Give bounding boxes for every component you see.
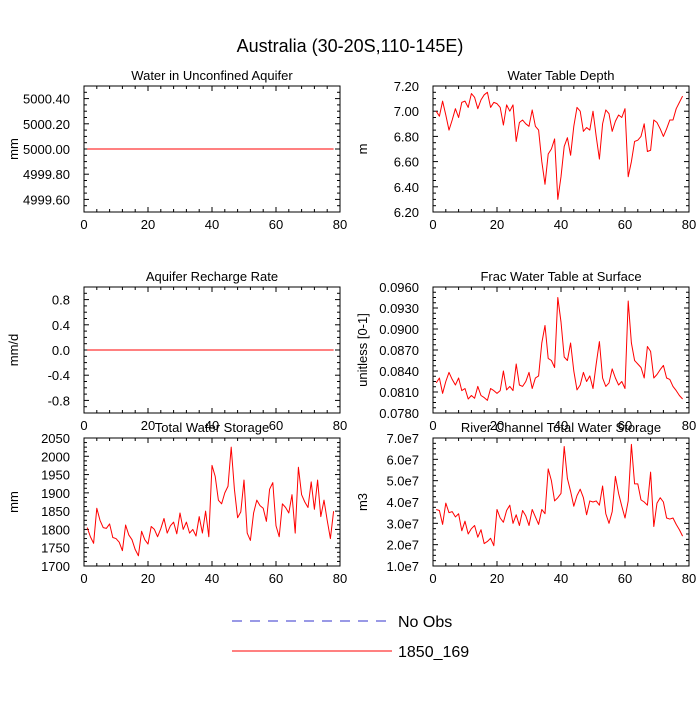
panel-title: Water Table Depth xyxy=(508,68,615,83)
y-tick-label: 0.0840 xyxy=(379,364,419,379)
y-tick-label: 4999.60 xyxy=(23,192,70,207)
y-tick-label: 0.0870 xyxy=(379,343,419,358)
panel-water-table-depth: Water Table Depth 0 20 40 60 80 6.20 6.40 6.60 6.… xyxy=(355,68,696,232)
y-axis-label: unitless [0-1] xyxy=(355,313,370,387)
x-tick-label: 40 xyxy=(554,418,568,433)
series-line-1850-169 xyxy=(436,443,684,547)
y-tick-label: 1850 xyxy=(41,504,70,519)
x-tick-label: 20 xyxy=(141,217,155,232)
series-line-1850-169 xyxy=(86,446,335,557)
legend-label-1850-169: 1850_169 xyxy=(398,644,469,661)
x-tick-label: 40 xyxy=(205,217,219,232)
y-tick-label: 6.60 xyxy=(394,155,419,170)
x-tick-label: 40 xyxy=(205,418,219,433)
y-axis-label: m3 xyxy=(355,493,370,511)
series-line-1850-169 xyxy=(435,297,683,401)
y-axis-label: mm/d xyxy=(6,334,21,367)
y-tick-label: 1900 xyxy=(41,486,70,501)
panel-total-water-storage: Total Water Storage 0 20 40 60 80 1700 1750 1800… xyxy=(6,420,347,586)
x-tick-label: 0 xyxy=(80,571,87,586)
y-tick-label: 2000 xyxy=(41,449,70,464)
y-tick-label: 5000.00 xyxy=(23,142,70,157)
x-tick-label: 60 xyxy=(618,571,632,586)
figure-title: Australia (30-20S,110-145E) xyxy=(237,36,464,56)
panel-title: Total Water Storage xyxy=(155,420,269,435)
y-axis-label: mm xyxy=(6,491,21,513)
y-tick-label: -0.8 xyxy=(48,393,70,408)
y-tick-label: 7.0e7 xyxy=(386,431,419,446)
panel-river-channel-total-water-storage: River Channel Total Water Storage 0 20 40 60… xyxy=(355,420,696,586)
x-tick-label: 80 xyxy=(682,217,696,232)
plot-frame xyxy=(432,286,690,414)
x-tick-label: 80 xyxy=(682,418,696,433)
x-tick-label: 0 xyxy=(429,418,436,433)
panel-title: River Channel Total Water Storage xyxy=(461,420,661,435)
y-tick-label: 0.0960 xyxy=(379,280,419,295)
x-tick-label: 0 xyxy=(429,571,436,586)
y-tick-label: 0.0780 xyxy=(379,406,419,421)
y-tick-label: 5000.40 xyxy=(23,92,70,107)
x-tick-label: 60 xyxy=(269,217,283,232)
x-tick-label: 80 xyxy=(333,418,347,433)
y-axis-label: mm xyxy=(6,138,21,160)
y-tick-label: 6.80 xyxy=(394,129,419,144)
panel-aquifer-recharge-rate: Aquifer Recharge Rate 0 20 40 60 80 -0.8 -0.4 0.… xyxy=(6,269,347,433)
y-tick-label: 0.8 xyxy=(52,293,70,308)
x-tick-label: 80 xyxy=(333,217,347,232)
y-tick-label: 5000.20 xyxy=(23,117,70,132)
legend: No Obs 1850_169 xyxy=(232,614,469,661)
y-tick-label: 2050 xyxy=(41,431,70,446)
y-tick-label: 6.0e7 xyxy=(386,452,419,467)
panel-frac-water-table-at-surface: Frac Water Table at Surface 0 20 40 60 80 0.07… xyxy=(355,269,696,433)
y-tick-label: 0.0 xyxy=(52,343,70,358)
x-tick-label: 0 xyxy=(80,217,87,232)
y-tick-label: 1750 xyxy=(41,541,70,556)
x-tick-label: 60 xyxy=(269,571,283,586)
y-tick-label: 4999.80 xyxy=(23,167,70,182)
panel-water-in-unconfined-aquifer: Water in Unconfined Aquifer 0 20 40 60 80 4999… xyxy=(6,68,347,232)
x-tick-label: 60 xyxy=(269,418,283,433)
y-axis-label: m xyxy=(355,144,370,155)
y-tick-label: 1700 xyxy=(41,559,70,574)
y-tick-label: 6.40 xyxy=(394,180,419,195)
x-tick-label: 60 xyxy=(618,418,632,433)
y-tick-label: 1950 xyxy=(41,468,70,483)
panel-title: Frac Water Table at Surface xyxy=(480,269,641,284)
y-tick-label: 1.0e7 xyxy=(386,559,419,574)
y-tick-label: 3.0e7 xyxy=(386,516,419,531)
y-tick-label: 7.00 xyxy=(394,104,419,119)
y-tick-label: 4.0e7 xyxy=(386,495,419,510)
x-tick-label: 20 xyxy=(490,217,504,232)
plot-frame xyxy=(432,437,690,567)
x-tick-label: 20 xyxy=(141,571,155,586)
x-tick-label: 20 xyxy=(141,418,155,433)
x-tick-label: 20 xyxy=(490,418,504,433)
panel-title: Aquifer Recharge Rate xyxy=(146,269,278,284)
y-tick-label: 0.4 xyxy=(52,318,70,333)
x-tick-label: 60 xyxy=(618,217,632,232)
series-line-1850-169 xyxy=(435,91,684,200)
x-tick-label: 80 xyxy=(333,571,347,586)
x-tick-label: 80 xyxy=(682,571,696,586)
legend-label-no-obs: No Obs xyxy=(398,614,452,631)
y-tick-label: 6.20 xyxy=(394,205,419,220)
x-tick-label: 0 xyxy=(80,418,87,433)
x-tick-label: 40 xyxy=(554,217,568,232)
x-tick-label: 40 xyxy=(205,571,219,586)
y-tick-label: 7.20 xyxy=(394,79,419,94)
y-tick-label: 1800 xyxy=(41,522,70,537)
y-tick-label: -0.4 xyxy=(48,368,70,383)
y-tick-label: 5.0e7 xyxy=(386,474,419,489)
y-tick-label: 0.0930 xyxy=(379,301,419,316)
x-tick-label: 0 xyxy=(429,217,436,232)
x-tick-label: 20 xyxy=(490,571,504,586)
y-tick-label: 0.0810 xyxy=(379,385,419,400)
y-tick-label: 2.0e7 xyxy=(386,538,419,553)
panel-title: Water in Unconfined Aquifer xyxy=(131,68,293,83)
y-tick-label: 0.0900 xyxy=(379,322,419,337)
x-tick-label: 40 xyxy=(554,571,568,586)
